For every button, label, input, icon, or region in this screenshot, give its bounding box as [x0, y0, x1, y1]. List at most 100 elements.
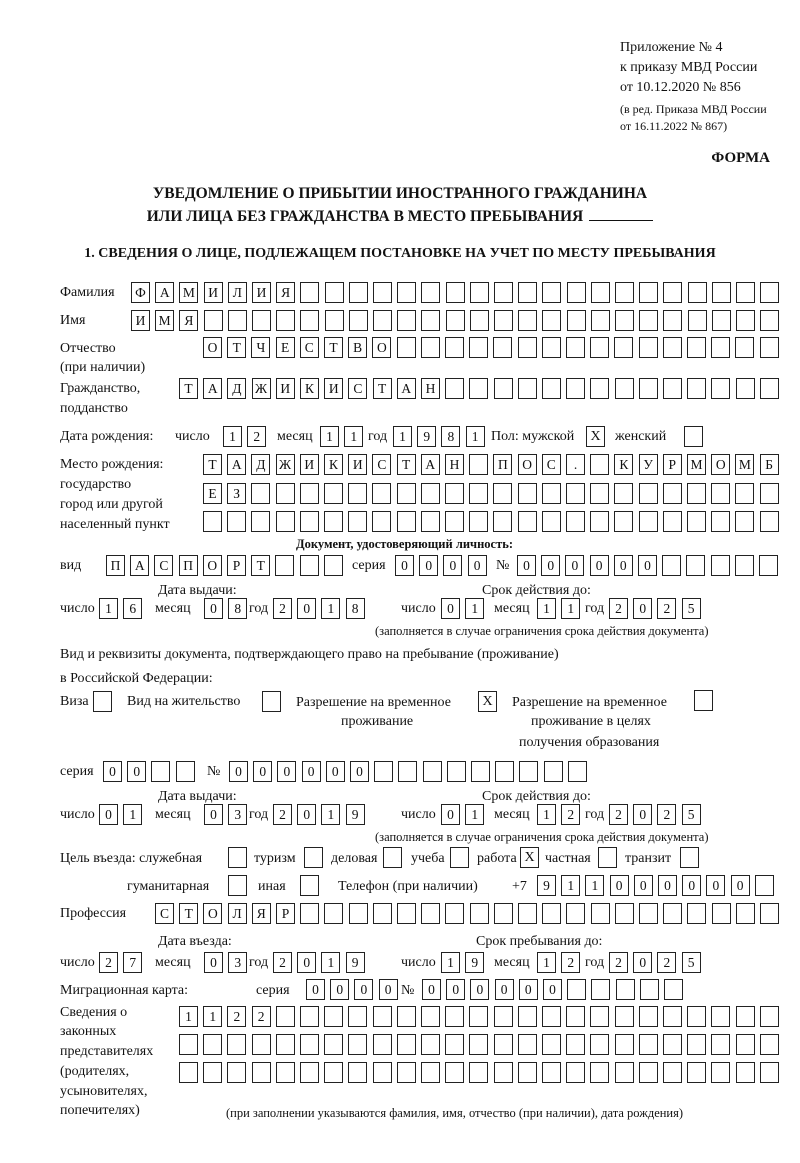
char-box[interactable]: [324, 282, 344, 303]
char-box[interactable]: [687, 511, 706, 532]
char-box[interactable]: [348, 903, 368, 924]
char-box[interactable]: [614, 1034, 634, 1055]
sex-male-checkbox[interactable]: X: [586, 426, 605, 447]
char-box[interactable]: [566, 1062, 586, 1083]
char-box[interactable]: [518, 903, 537, 924]
char-box[interactable]: 0: [633, 952, 653, 973]
char-box[interactable]: 9: [537, 875, 556, 896]
char-box[interactable]: Ч: [251, 337, 271, 358]
char-box[interactable]: 2: [227, 1006, 247, 1027]
char-box[interactable]: [421, 903, 441, 924]
char-box[interactable]: [543, 761, 563, 782]
char-box[interactable]: [711, 337, 731, 358]
char-box[interactable]: М: [687, 454, 706, 475]
char-box[interactable]: [421, 282, 441, 303]
purpose-work-checkbox[interactable]: X: [520, 847, 539, 868]
char-box[interactable]: Я: [276, 282, 296, 303]
purpose-tourism-checkbox[interactable]: [304, 847, 323, 868]
char-box[interactable]: [542, 378, 561, 399]
char-box[interactable]: [396, 483, 416, 504]
char-box[interactable]: Н: [445, 454, 464, 475]
char-box[interactable]: 1: [344, 426, 364, 447]
char-box[interactable]: 1: [585, 875, 605, 896]
char-box[interactable]: [590, 337, 610, 358]
char-box[interactable]: 0: [589, 555, 609, 576]
char-box[interactable]: [566, 903, 586, 924]
char-box[interactable]: 0: [441, 598, 460, 619]
char-box[interactable]: И: [299, 454, 319, 475]
char-box[interactable]: Д: [227, 378, 247, 399]
char-box[interactable]: И: [131, 310, 150, 331]
char-box[interactable]: [421, 1006, 440, 1027]
char-box[interactable]: [372, 1006, 392, 1027]
char-box[interactable]: [179, 1034, 198, 1055]
char-box[interactable]: [446, 761, 466, 782]
char-box[interactable]: [759, 483, 779, 504]
char-box[interactable]: 0: [638, 555, 657, 576]
char-box[interactable]: 1: [223, 426, 242, 447]
char-box[interactable]: [495, 761, 515, 782]
char-box[interactable]: 6: [123, 598, 143, 619]
char-box[interactable]: [445, 903, 465, 924]
char-box[interactable]: [494, 282, 513, 303]
char-box[interactable]: [324, 483, 343, 504]
char-box[interactable]: [590, 454, 610, 475]
char-box[interactable]: [227, 310, 247, 331]
char-box[interactable]: 0: [682, 875, 702, 896]
char-box[interactable]: [663, 1062, 682, 1083]
char-box[interactable]: [396, 1034, 416, 1055]
char-box[interactable]: [566, 1006, 586, 1027]
char-box[interactable]: [251, 483, 271, 504]
char-box[interactable]: [445, 310, 465, 331]
char-box[interactable]: [638, 1034, 658, 1055]
char-box[interactable]: [590, 378, 610, 399]
char-box[interactable]: 1: [321, 952, 341, 973]
char-box[interactable]: Я: [251, 903, 271, 924]
char-box[interactable]: С: [299, 337, 319, 358]
char-box[interactable]: [566, 378, 586, 399]
char-box[interactable]: 2: [657, 598, 677, 619]
char-box[interactable]: [711, 511, 731, 532]
char-box[interactable]: [396, 511, 416, 532]
char-box[interactable]: [542, 282, 562, 303]
char-box[interactable]: 0: [127, 761, 147, 782]
char-box[interactable]: О: [202, 555, 222, 576]
char-box[interactable]: М: [735, 454, 755, 475]
char-box[interactable]: 0: [204, 804, 223, 825]
char-box[interactable]: [614, 903, 634, 924]
char-box[interactable]: 3: [228, 952, 248, 973]
char-box[interactable]: [374, 761, 394, 782]
char-box[interactable]: О: [517, 454, 537, 475]
char-box[interactable]: [422, 761, 442, 782]
char-box[interactable]: С: [541, 454, 561, 475]
char-box[interactable]: [372, 1062, 392, 1083]
char-box[interactable]: С: [372, 454, 392, 475]
char-box[interactable]: [711, 310, 731, 331]
char-box[interactable]: А: [155, 282, 175, 303]
char-box[interactable]: [517, 1034, 537, 1055]
char-box[interactable]: 1: [537, 952, 556, 973]
char-box[interactable]: [469, 282, 489, 303]
char-box[interactable]: Т: [203, 454, 222, 475]
char-box[interactable]: [151, 761, 171, 782]
char-box[interactable]: [664, 979, 683, 1000]
char-box[interactable]: [663, 903, 683, 924]
char-box[interactable]: 1: [465, 426, 485, 447]
char-box[interactable]: 0: [277, 761, 297, 782]
char-box[interactable]: [591, 979, 611, 1000]
char-box[interactable]: [420, 337, 440, 358]
char-box[interactable]: [396, 337, 416, 358]
char-box[interactable]: [639, 310, 659, 331]
temp-residence-checkbox[interactable]: X: [478, 691, 497, 712]
char-box[interactable]: [372, 903, 392, 924]
char-box[interactable]: [687, 378, 707, 399]
char-box[interactable]: 9: [417, 426, 437, 447]
char-box[interactable]: [372, 511, 392, 532]
char-box[interactable]: [638, 483, 658, 504]
char-box[interactable]: 0: [99, 804, 118, 825]
char-box[interactable]: [735, 378, 755, 399]
char-box[interactable]: Т: [396, 454, 416, 475]
char-box[interactable]: [734, 555, 754, 576]
char-box[interactable]: 1: [465, 598, 485, 619]
purpose-transit-checkbox[interactable]: [680, 847, 699, 868]
